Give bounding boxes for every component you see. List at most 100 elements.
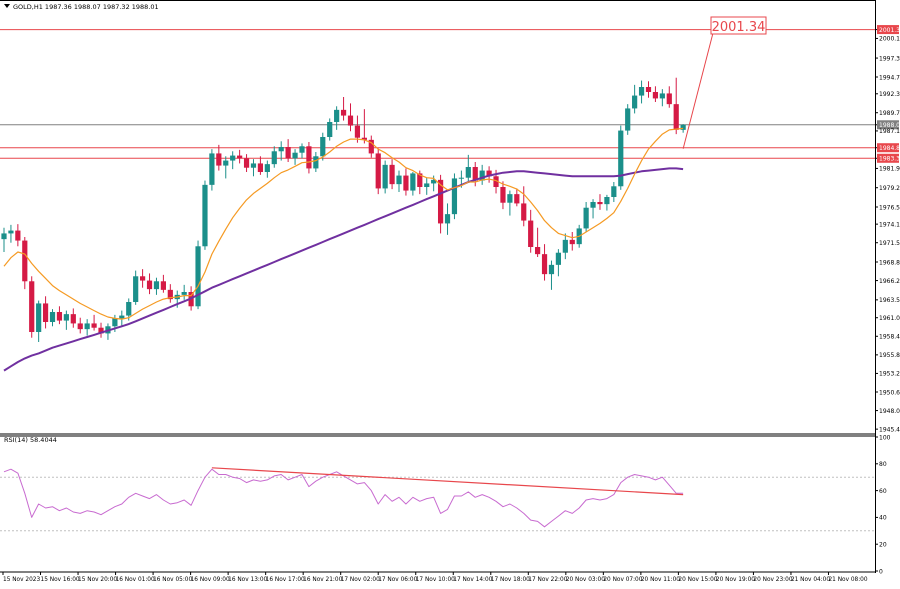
candle-body: [84, 323, 90, 330]
candle-body: [347, 115, 354, 126]
time-tick-label: 16 Nov 01:00: [116, 577, 155, 583]
candle-body: [368, 139, 374, 154]
candle-body: [680, 124, 686, 130]
candle-body: [541, 254, 548, 275]
candle-body: [396, 175, 402, 185]
candle-body: [507, 194, 513, 203]
candle-body: [209, 153, 215, 185]
price-tick-highlight: [877, 25, 899, 35]
candle-body: [36, 303, 42, 332]
price-tick-label: 1945.40: [879, 426, 900, 433]
candle-body: [659, 93, 665, 99]
price-tick-label: 1997.35: [879, 55, 900, 62]
time-tick-label: 16 Nov 09:00: [191, 577, 230, 583]
rsi-tick-label: 40: [879, 515, 887, 522]
candle-body: [424, 183, 430, 187]
rsi-tick-label: 100: [879, 434, 891, 441]
rsi-level-lines: [0, 476, 875, 532]
rsi-tick-label: 0: [879, 568, 883, 575]
time-tick-label: 21 Nov 04:00: [791, 577, 830, 583]
candle-body: [597, 202, 603, 205]
time-tick-label: 16 Nov 21:00: [303, 577, 342, 583]
price-tick-label: 1988.01: [879, 122, 900, 129]
price-tick-highlight: [877, 120, 899, 130]
price-tick-label: 2000.10: [879, 36, 900, 43]
price-tick-label: 1971.50: [879, 240, 900, 247]
candle-body: [569, 239, 575, 245]
candle-body: [486, 170, 492, 177]
price-axis: 2001.34 2000.10 1997.35 1994.70 1992.35 1989.…: [875, 25, 900, 433]
candle-body: [327, 122, 333, 137]
price-tick-label: 1961.00: [879, 315, 900, 322]
candle-body: [1, 233, 7, 240]
candle-body: [500, 187, 506, 203]
candle-body: [216, 153, 222, 166]
candle-body: [382, 164, 388, 189]
candle-body: [604, 197, 610, 205]
price-tick-label: 1948.00: [879, 408, 900, 415]
target-arrow-line: [682, 32, 714, 149]
rsi-divergence-trendline[interactable]: [211, 467, 684, 496]
time-tick-label: 16 Nov 13:00: [228, 577, 267, 583]
candle-body: [417, 173, 423, 187]
price-tick-label: 1989.70: [879, 110, 900, 117]
fast-moving-average-line: [3, 127, 684, 320]
rsi-label: RSI(14) 58.4044: [4, 436, 57, 444]
candle-body: [285, 147, 291, 159]
collapse-triangle-icon[interactable]: [4, 4, 10, 8]
time-tick-label: 20 Nov 23:00: [753, 577, 792, 583]
horizontal-levels[interactable]: [0, 29, 875, 159]
candle-body: [645, 87, 652, 92]
candle-body: [119, 315, 125, 319]
candle-body: [8, 230, 14, 234]
candle-body: [562, 239, 568, 253]
symbol-info: GOLD,H1 1987.36 1988.07 1987.32 1988.01: [13, 3, 159, 11]
time-tick-label: 17 Nov 18:00: [491, 577, 530, 583]
time-tick-label: 17 Nov 22:00: [528, 577, 567, 583]
candle-body: [223, 160, 229, 166]
candle-body: [410, 173, 416, 191]
moving-averages: [3, 127, 684, 372]
candle-body: [320, 137, 326, 157]
candle-body: [181, 292, 187, 295]
candle-body: [167, 289, 173, 300]
candle-body: [126, 302, 132, 316]
candle-body: [230, 155, 236, 161]
candle-body: [22, 240, 28, 282]
time-tick-label: 17 Nov 06:00: [378, 577, 417, 583]
candle-body: [42, 303, 49, 322]
candle-body: [133, 276, 139, 302]
candle-body: [49, 312, 56, 322]
candle-body: [479, 170, 485, 181]
candle-body: [375, 153, 381, 189]
candle-body: [153, 281, 160, 290]
candle-body: [98, 327, 104, 334]
price-tick-label: 1981.90: [879, 166, 900, 173]
candle-body: [237, 155, 243, 159]
price-tick-label: 1950.60: [879, 389, 900, 396]
candlesticks: [1, 77, 686, 342]
candle-body: [389, 164, 395, 185]
time-tick-label: 20 Nov 03:00: [566, 577, 605, 583]
candle-body: [112, 318, 118, 327]
candle-body: [638, 87, 645, 96]
candle-body: [160, 281, 166, 290]
candle-body: [140, 276, 146, 281]
candle-body: [306, 146, 312, 169]
candle-body: [292, 152, 298, 159]
rsi-tick-label: 20: [879, 542, 887, 549]
time-tick-label: 21 Nov 08:00: [828, 577, 867, 583]
price-tick-label: 1992.35: [879, 91, 900, 98]
candle-body: [243, 158, 250, 168]
candle-body: [271, 151, 277, 165]
time-tick-label: 17 Nov 02:00: [341, 577, 380, 583]
candle-body: [202, 184, 208, 247]
price-tick-label: 1987.15: [879, 128, 900, 135]
target-price-label: 2001.34: [712, 20, 766, 35]
target-price-box[interactable]: [710, 16, 767, 35]
candle-body: [666, 93, 672, 105]
price-tick-label: 1994.70: [879, 74, 900, 81]
